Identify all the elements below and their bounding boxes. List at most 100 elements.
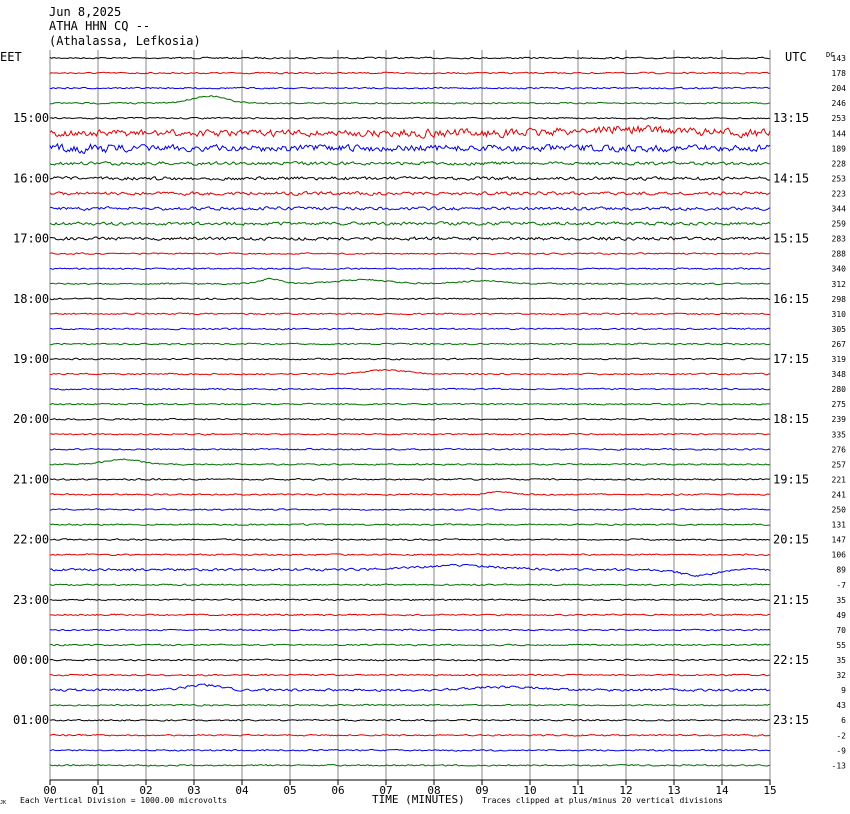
dc-value: 131	[832, 521, 847, 530]
x-tick-label-07: 07	[379, 784, 392, 797]
trace-34	[49, 563, 771, 578]
utc-hour-label: 21:15	[773, 593, 809, 607]
dc-value: 280	[832, 385, 847, 394]
trace-40	[49, 658, 771, 662]
trace-16	[49, 297, 771, 301]
dc-value: 55	[836, 641, 846, 650]
left-timezone-label: EET	[0, 50, 22, 64]
dc-offset-labels: 143 178 204 246 253 144 189 228 253 223 344 259 283 2…	[832, 54, 847, 770]
minute-gridlines	[49, 50, 771, 781]
utc-hour-label: 15:15	[773, 232, 809, 246]
trace-4	[49, 116, 771, 120]
dc-value: 319	[832, 355, 847, 364]
trace-39	[49, 643, 771, 647]
dc-value: 276	[832, 445, 847, 454]
dc-value: 340	[832, 265, 847, 274]
dc-value: 70	[836, 626, 846, 635]
trace-7	[49, 160, 771, 166]
dc-value: 267	[832, 340, 847, 349]
corner-mark: JK	[0, 800, 6, 806]
x-tick-label-12: 12	[619, 784, 632, 797]
trace-30	[49, 508, 770, 511]
trace-28	[49, 477, 771, 481]
dc-value: 259	[832, 220, 847, 229]
eet-hour-label: 15:00	[13, 111, 49, 125]
trace-43	[49, 703, 771, 707]
header-date: Jun 8,2025	[49, 5, 121, 19]
utc-hour-label: 13:15	[773, 111, 809, 125]
dc-value: 204	[832, 84, 847, 93]
x-tick-labels: 00 01 02 03 04 05 06 07 08 09 10 11 12 13 14 15	[43, 780, 777, 797]
dc-value: 223	[832, 189, 847, 198]
trace-38	[49, 628, 771, 632]
dc-value: 178	[832, 69, 847, 78]
trace-5	[49, 124, 771, 139]
trace-14	[49, 267, 771, 271]
utc-hour-labels: 13:15 14:15 15:15 16:15 17:15 18:15 19:15 20:15…	[773, 111, 809, 727]
eet-hour-label: 00:00	[13, 653, 49, 667]
dc-value: 143	[832, 54, 847, 63]
dc-value: 228	[832, 159, 847, 168]
trace-9	[49, 190, 771, 197]
trace-33	[49, 553, 771, 557]
dc-value: 288	[832, 250, 847, 259]
trace-47	[49, 763, 771, 767]
x-tick-label-05: 05	[283, 784, 296, 797]
dc-value: -9	[836, 746, 846, 755]
trace-26	[49, 447, 771, 451]
header-station: ATHA HHN CQ --	[49, 19, 150, 33]
trace-0	[49, 56, 771, 60]
dc-value: 253	[832, 174, 847, 183]
dc-value: 106	[832, 551, 847, 560]
x-tick-label-02: 02	[139, 784, 152, 797]
eet-hour-label: 21:00	[13, 472, 49, 486]
trace-35	[49, 583, 770, 587]
footer-clip-note: Traces clipped at plus/minus 20 vertical…	[482, 796, 723, 805]
dc-value: 6	[841, 716, 846, 725]
dc-value: 283	[832, 235, 847, 244]
eet-hour-label: 22:00	[13, 533, 49, 547]
trace-12	[49, 236, 771, 241]
x-tick-label-10: 10	[523, 784, 536, 797]
utc-hour-label: 20:15	[773, 533, 809, 547]
dc-value: 89	[836, 566, 846, 575]
x-tick-label-00: 00	[43, 784, 56, 797]
eet-hour-label: 19:00	[13, 352, 49, 366]
dc-value: 43	[836, 701, 846, 710]
utc-hour-label: 23:15	[773, 713, 809, 727]
dc-value: 32	[836, 671, 846, 680]
x-tick-label-15: 15	[763, 784, 776, 797]
trace-2	[49, 86, 770, 90]
trace-11	[49, 221, 771, 226]
trace-32	[49, 538, 770, 541]
dc-value: 298	[832, 295, 847, 304]
trace-29	[49, 490, 770, 496]
trace-25	[49, 432, 771, 436]
trace-21	[49, 368, 771, 376]
dc-value: -2	[836, 731, 846, 740]
trace-13	[49, 252, 770, 255]
x-tick-label-04: 04	[235, 784, 249, 797]
trace-24	[49, 417, 771, 421]
trace-37	[49, 613, 771, 617]
dc-value: 239	[832, 415, 847, 424]
trace-6	[49, 142, 771, 155]
eet-hour-labels: 15:00 16:00 17:00 18:00 19:00 20:00 21:00 22:00…	[13, 111, 49, 727]
utc-hour-label: 22:15	[773, 653, 809, 667]
x-tick-label-11: 11	[571, 784, 584, 797]
header-location: (Athalassa, Lefkosia)	[49, 34, 201, 48]
trace-3	[50, 95, 771, 105]
utc-hour-label: 17:15	[773, 352, 809, 366]
dc-value: 9	[841, 686, 846, 695]
dc-value: 344	[832, 205, 847, 214]
trace-45	[49, 733, 771, 737]
utc-hour-label: 19:15	[773, 472, 809, 486]
dc-value: 35	[836, 656, 846, 665]
dc-value: -7	[836, 581, 846, 590]
trace-22	[49, 387, 771, 391]
trace-17	[49, 312, 771, 316]
seismic-traces	[49, 56, 771, 767]
dc-value: 241	[832, 490, 847, 499]
eet-hour-label: 17:00	[13, 232, 49, 246]
